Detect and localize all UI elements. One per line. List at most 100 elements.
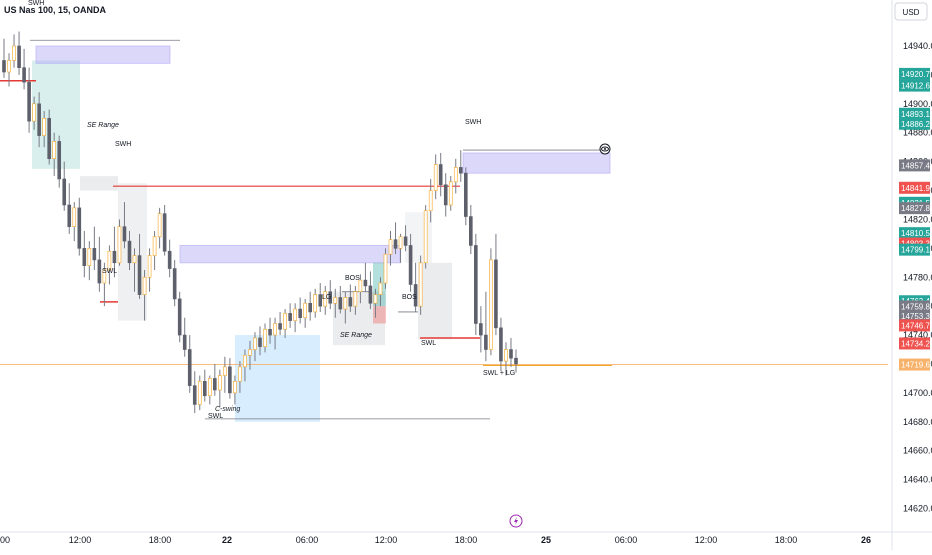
candle-body (494, 259, 498, 329)
candle (132, 248, 137, 292)
candle (448, 176, 453, 211)
candle (273, 317, 277, 350)
price-tick-label: 14620.0 (903, 504, 932, 514)
price-tick-label: 14740.0 (903, 330, 932, 340)
candle (127, 231, 132, 271)
candle (22, 48, 26, 90)
price-tag-bg (899, 337, 930, 350)
candle-body (47, 117, 51, 160)
candle (408, 233, 413, 292)
price-tag: 14746.7 (899, 319, 930, 332)
price-tick-label: 14640.0 (903, 475, 932, 485)
price-tick-label: 14900.0 (903, 99, 932, 109)
chart-annotation: SE Range (87, 122, 119, 129)
candle-body (22, 67, 26, 83)
candle (238, 361, 242, 393)
candle (494, 233, 498, 336)
chart-annotation: SE Range (340, 332, 372, 339)
currency-label: USD (903, 8, 920, 17)
candle-body (378, 282, 383, 295)
candle (403, 225, 408, 252)
candle-body (433, 164, 438, 191)
candle (122, 202, 127, 249)
grey-zone (118, 183, 147, 321)
candle (72, 202, 77, 242)
candle-body (177, 298, 182, 336)
price-tag-label: 14810.5 (901, 229, 930, 238)
candle (298, 297, 302, 324)
currency-button[interactable]: USD (894, 2, 928, 21)
price-tag-bg (899, 227, 930, 240)
candle (318, 283, 323, 312)
candle (313, 288, 318, 318)
candle-body (127, 240, 132, 264)
candle (353, 285, 358, 315)
price-tag-bg (899, 319, 930, 332)
chart-annotation: SWH (28, 0, 44, 7)
candle-body (393, 239, 398, 249)
candle (107, 245, 112, 285)
candle (117, 219, 122, 266)
price-tag: 14893.1 (899, 107, 930, 120)
candle (343, 291, 348, 324)
price-tag: 14734.2 (899, 337, 930, 350)
price-tag-bg (899, 300, 930, 313)
time-tick-label: 18:00 (455, 535, 478, 545)
chart-annotation: SWH (115, 141, 131, 148)
candle-body (373, 294, 378, 304)
price-tag-label: 14827.8 (901, 204, 930, 213)
candle (17, 31, 21, 75)
candle (12, 34, 16, 68)
candle (177, 291, 182, 343)
candle-body (358, 279, 363, 293)
candle-body (167, 250, 172, 269)
candle (167, 239, 172, 278)
candle-body (142, 276, 147, 295)
candle (37, 92, 41, 148)
candle-body (147, 255, 152, 278)
candle (233, 375, 237, 405)
price-tag: 14857.4 (899, 159, 930, 172)
replay-lightning-icon[interactable] (509, 514, 523, 528)
candle-body (87, 248, 92, 266)
candle-body (77, 207, 82, 249)
candle (243, 349, 247, 382)
price-tag: 14886.2 (899, 117, 930, 130)
candle-body (509, 349, 513, 359)
price-tag-label: 14759.8 (901, 302, 930, 311)
candle (303, 298, 307, 328)
candle (328, 280, 333, 310)
candle-body (263, 328, 267, 347)
candle (514, 349, 518, 373)
candle (157, 207, 162, 249)
candle (62, 161, 67, 211)
candle-body (443, 184, 448, 206)
price-tag-label: 14734.2 (901, 339, 930, 348)
price-tick-label: 14880.0 (903, 128, 932, 138)
eye-icon[interactable] (599, 143, 611, 155)
candle-body (57, 141, 62, 180)
price-tag-bg (899, 202, 930, 215)
candle (27, 67, 31, 133)
price-tag-label: 14893.1 (901, 110, 930, 119)
candle (388, 231, 393, 266)
chart-annotation: SWL (421, 340, 436, 347)
price-tick-label: 14780.0 (903, 272, 932, 282)
price-tag-label: 14799.1 (901, 246, 930, 255)
supply-zone (35, 45, 171, 64)
candle (187, 335, 192, 393)
price-tag: 14759.8 (899, 300, 930, 313)
price-tag: 14810.5 (899, 227, 930, 240)
candle (67, 183, 72, 234)
price-tag: 14719.6 (899, 358, 930, 371)
price-tick-label: 14660.0 (903, 446, 932, 456)
se-range-zone (80, 176, 118, 191)
candle (323, 285, 328, 315)
candle (92, 226, 97, 271)
candle-body (187, 349, 192, 386)
candle (147, 248, 152, 292)
chart-annotation: BOS (345, 275, 360, 282)
candle (52, 132, 57, 177)
